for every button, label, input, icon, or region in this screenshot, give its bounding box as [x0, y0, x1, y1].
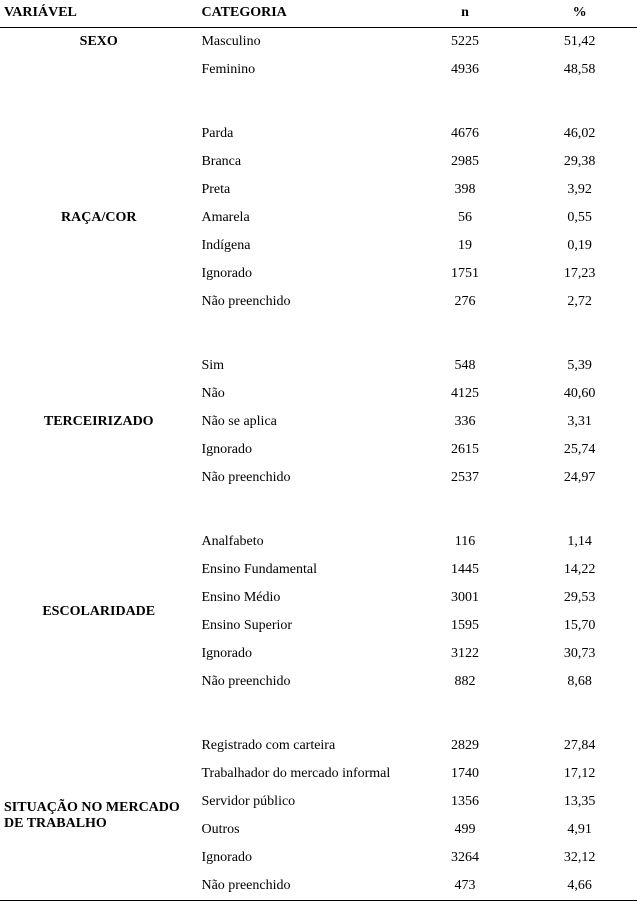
category-cell: Ignorado [197, 640, 407, 668]
category-cell: Preta [197, 176, 407, 204]
pct-cell: 4,66 [522, 872, 637, 901]
pct-cell: 17,12 [522, 760, 637, 788]
spacer-row [0, 84, 637, 120]
category-cell: Ignorado [197, 260, 407, 288]
pct-cell: 2,72 [522, 288, 637, 316]
header-category: CATEGORIA [197, 0, 407, 28]
pct-cell: 1,14 [522, 528, 637, 556]
pct-cell: 0,19 [522, 232, 637, 260]
header-pct: % [522, 0, 637, 28]
category-cell: Não preenchido [197, 668, 407, 696]
category-cell: Feminino [197, 56, 407, 84]
n-cell: 398 [408, 176, 523, 204]
header-variable: VARIÁVEL [0, 0, 197, 28]
pct-cell: 40,60 [522, 380, 637, 408]
n-cell: 1751 [408, 260, 523, 288]
pct-cell: 13,35 [522, 788, 637, 816]
n-cell: 336 [408, 408, 523, 436]
n-cell: 116 [408, 528, 523, 556]
pct-cell: 14,22 [522, 556, 637, 584]
n-cell: 548 [408, 352, 523, 380]
pct-cell: 29,38 [522, 148, 637, 176]
n-cell: 3264 [408, 844, 523, 872]
header-row: VARIÁVEL CATEGORIA n % [0, 0, 637, 28]
category-cell: Não se aplica [197, 408, 407, 436]
category-cell: Não preenchido [197, 288, 407, 316]
category-cell: Ensino Médio [197, 584, 407, 612]
n-cell: 4676 [408, 120, 523, 148]
pct-cell: 25,74 [522, 436, 637, 464]
n-cell: 499 [408, 816, 523, 844]
category-cell: Não preenchido [197, 872, 407, 901]
pct-cell: 48,58 [522, 56, 637, 84]
pct-cell: 46,02 [522, 120, 637, 148]
category-cell: Trabalhador do mercado informal [197, 760, 407, 788]
table-row: SITUAÇÃO NO MERCADO DE TRABALHORegistrad… [0, 732, 637, 760]
pct-cell: 17,23 [522, 260, 637, 288]
pct-cell: 15,70 [522, 612, 637, 640]
pct-cell: 3,31 [522, 408, 637, 436]
table-row: TERCEIRIZADOSim5485,39 [0, 352, 637, 380]
n-cell: 882 [408, 668, 523, 696]
table-body: SEXOMasculino522551,42Feminino493648,58 … [0, 28, 637, 901]
category-cell: Ignorado [197, 436, 407, 464]
pct-cell: 29,53 [522, 584, 637, 612]
variable-label: RAÇA/COR [0, 120, 197, 316]
pct-cell: 24,97 [522, 464, 637, 492]
n-cell: 2985 [408, 148, 523, 176]
variable-label: SEXO [0, 28, 197, 85]
category-cell: Ensino Superior [197, 612, 407, 640]
pct-cell: 30,73 [522, 640, 637, 668]
n-cell: 2537 [408, 464, 523, 492]
pct-cell: 8,68 [522, 668, 637, 696]
header-n: n [408, 0, 523, 28]
n-cell: 2829 [408, 732, 523, 760]
pct-cell: 4,91 [522, 816, 637, 844]
category-cell: Registrado com carteira [197, 732, 407, 760]
category-cell: Ignorado [197, 844, 407, 872]
category-cell: Servidor público [197, 788, 407, 816]
category-cell: Sim [197, 352, 407, 380]
n-cell: 473 [408, 872, 523, 901]
data-table: VARIÁVEL CATEGORIA n % SEXOMasculino5225… [0, 0, 637, 901]
pct-cell: 27,84 [522, 732, 637, 760]
category-cell: Não [197, 380, 407, 408]
category-cell: Analfabeto [197, 528, 407, 556]
n-cell: 4125 [408, 380, 523, 408]
spacer-row [0, 696, 637, 732]
n-cell: 5225 [408, 28, 523, 57]
variable-label: TERCEIRIZADO [0, 352, 197, 492]
pct-cell: 32,12 [522, 844, 637, 872]
category-cell: Outros [197, 816, 407, 844]
pct-cell: 0,55 [522, 204, 637, 232]
category-cell: Indígena [197, 232, 407, 260]
category-cell: Ensino Fundamental [197, 556, 407, 584]
n-cell: 1595 [408, 612, 523, 640]
spacer-row [0, 492, 637, 528]
n-cell: 3122 [408, 640, 523, 668]
pct-cell: 5,39 [522, 352, 637, 380]
n-cell: 1445 [408, 556, 523, 584]
n-cell: 4936 [408, 56, 523, 84]
category-cell: Parda [197, 120, 407, 148]
category-cell: Masculino [197, 28, 407, 57]
n-cell: 1356 [408, 788, 523, 816]
category-cell: Amarela [197, 204, 407, 232]
n-cell: 276 [408, 288, 523, 316]
n-cell: 2615 [408, 436, 523, 464]
table-row: ESCOLARIDADEAnalfabeto1161,14 [0, 528, 637, 556]
category-cell: Não preenchido [197, 464, 407, 492]
table-row: SEXOMasculino522551,42 [0, 28, 637, 57]
n-cell: 3001 [408, 584, 523, 612]
category-cell: Branca [197, 148, 407, 176]
variable-label: ESCOLARIDADE [0, 528, 197, 696]
table-row: RAÇA/CORParda467646,02 [0, 120, 637, 148]
n-cell: 1740 [408, 760, 523, 788]
pct-cell: 51,42 [522, 28, 637, 57]
n-cell: 19 [408, 232, 523, 260]
spacer-row [0, 316, 637, 352]
n-cell: 56 [408, 204, 523, 232]
variable-label: SITUAÇÃO NO MERCADO DE TRABALHO [0, 732, 197, 901]
pct-cell: 3,92 [522, 176, 637, 204]
